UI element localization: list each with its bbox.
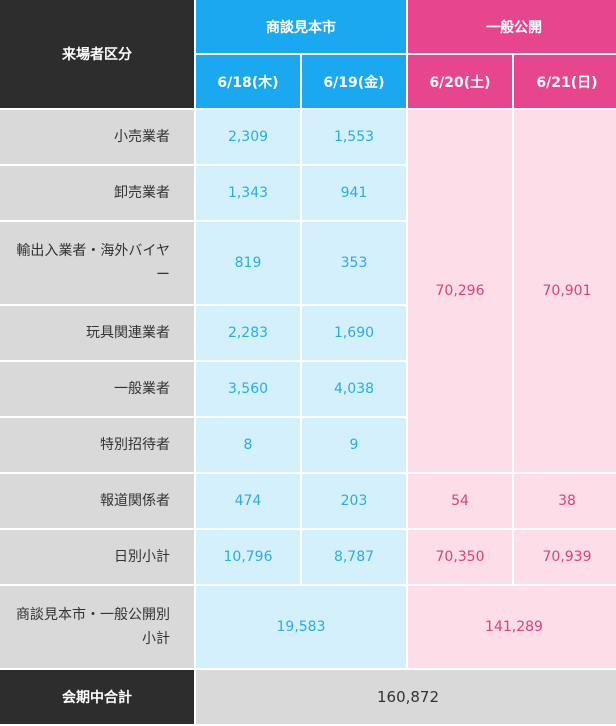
table-row: 輸出入業者・海外バイヤー 819 353 (0, 222, 616, 304)
public-subtotal: 141,289 (408, 586, 616, 668)
cell-value: 9 (302, 418, 406, 472)
cell-value: 8 (196, 418, 300, 472)
grand-total-value: 160,872 (196, 670, 616, 724)
public-merged-day2: 70,901 (514, 110, 616, 472)
cell-value: 3,560 (196, 362, 300, 416)
row-label: 小売業者 (0, 110, 194, 164)
table-row: 小売業者 2,309 1,553 70,296 70,901 (0, 110, 616, 472)
cell-value: 1,553 (302, 110, 406, 164)
cell-value: 941 (302, 166, 406, 220)
cell-value: 38 (514, 474, 616, 528)
grand-total-row: 会期中合計 160,872 (0, 670, 616, 724)
grand-total-label: 会期中合計 (0, 670, 194, 724)
row-label: 輸出入業者・海外バイヤー (0, 222, 194, 304)
header-date-2: 6/19(金) (302, 55, 406, 108)
row-label: 特別招待者 (0, 418, 194, 472)
cell-value: 1,343 (196, 166, 300, 220)
row-label: 一般業者 (0, 362, 194, 416)
header-visitor-category: 来場者区分 (0, 0, 194, 108)
cell-value: 353 (302, 222, 406, 304)
row-label: 日別小計 (0, 530, 194, 584)
cell-value: 1,690 (302, 306, 406, 360)
cell-value: 54 (408, 474, 512, 528)
cell-value: 474 (196, 474, 300, 528)
row-label: 卸売業者 (0, 166, 194, 220)
table-row: 特別招待者 8 9 (0, 418, 616, 472)
row-label: 商談見本市・一般公開別小計 (0, 586, 194, 668)
cell-value: 819 (196, 222, 300, 304)
trade-subtotal: 19,583 (196, 586, 406, 668)
press-row: 報道関係者 474 203 54 38 (0, 474, 616, 528)
daily-subtotal-row: 日別小計 10,796 8,787 70,350 70,939 (0, 530, 616, 584)
cell-value: 2,309 (196, 110, 300, 164)
cell-value: 4,038 (302, 362, 406, 416)
cell-value: 10,796 (196, 530, 300, 584)
cell-value: 203 (302, 474, 406, 528)
row-label: 報道関係者 (0, 474, 194, 528)
header-trade-show: 商談見本市 (196, 0, 406, 53)
table-row: 卸売業者 1,343 941 (0, 166, 616, 220)
table-row: 玩具関連業者 2,283 1,690 (0, 306, 616, 360)
cell-value: 2,283 (196, 306, 300, 360)
row-label: 玩具関連業者 (0, 306, 194, 360)
cell-value: 70,350 (408, 530, 512, 584)
header-public-open: 一般公開 (408, 0, 616, 53)
cell-value: 70,939 (514, 530, 616, 584)
header-date-4: 6/21(日) (514, 55, 616, 108)
period-subtotal-row: 商談見本市・一般公開別小計 19,583 141,289 (0, 586, 616, 668)
header-date-3: 6/20(土) (408, 55, 512, 108)
header-date-1: 6/18(木) (196, 55, 300, 108)
public-merged-day1: 70,296 (408, 110, 512, 472)
cell-value: 8,787 (302, 530, 406, 584)
table-row: 一般業者 3,560 4,038 (0, 362, 616, 416)
